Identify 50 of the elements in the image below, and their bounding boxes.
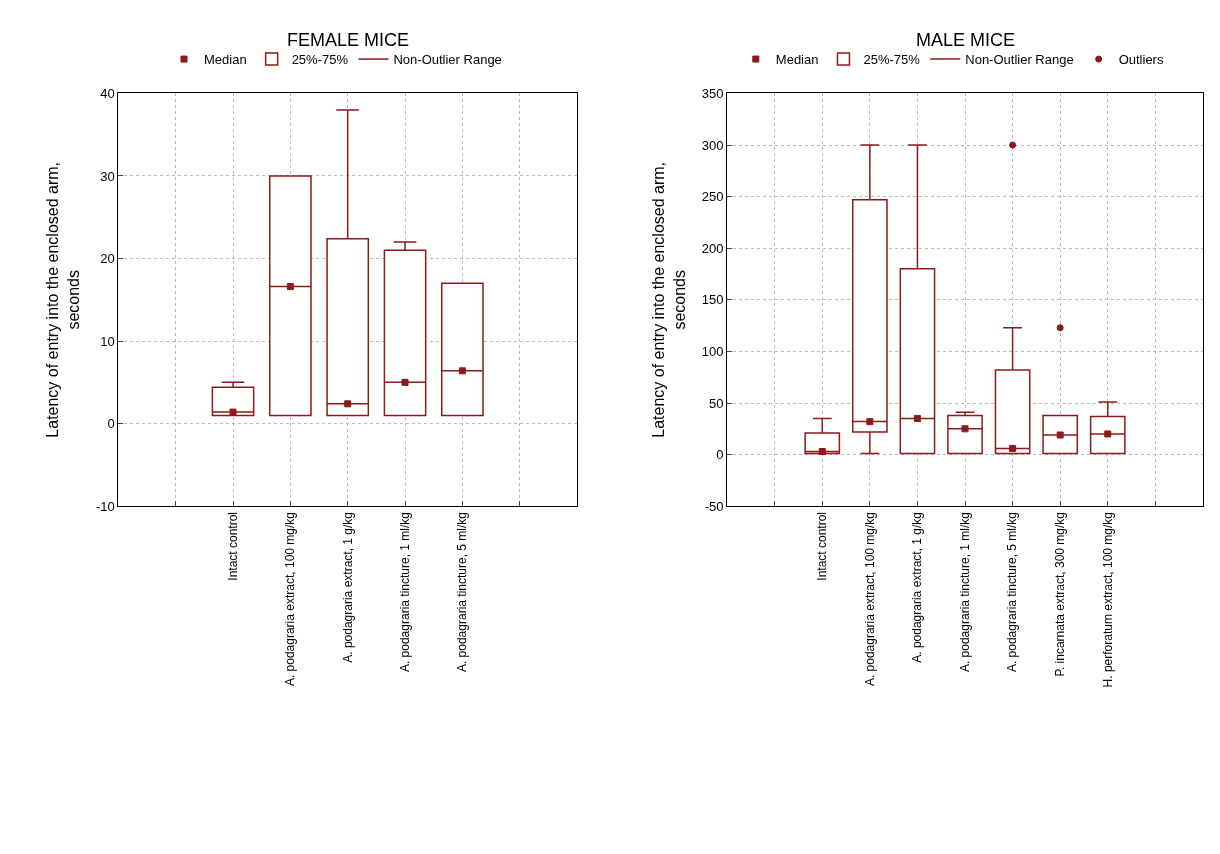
y-tick-label: 200: [701, 240, 724, 256]
point: [1009, 444, 1017, 452]
point: [866, 418, 874, 426]
legend-label: Median: [775, 52, 819, 68]
point: [286, 283, 294, 291]
x-tick-label: A. podagraria tincture, 1 ml/kg: [957, 512, 972, 673]
legend-label: Non-Outlier Range: [965, 52, 1074, 68]
x-tick-label: A. podagraria extract, 100 mg/kg: [283, 512, 298, 687]
y-tick-label: 10: [100, 333, 115, 349]
y-tick-label: 300: [701, 137, 724, 153]
y-tick-label: 150: [701, 292, 724, 308]
y-tick-label: 100: [701, 343, 724, 359]
point: [913, 414, 921, 422]
y-tick-label: 20: [100, 251, 115, 267]
y-tick-label: 40: [100, 85, 115, 101]
point: [961, 425, 969, 433]
point: [344, 400, 352, 408]
point: [401, 378, 409, 386]
point: [229, 408, 237, 416]
chart-title: MALE MICE: [916, 30, 1016, 50]
y-axis-title: Latency of entry into the enclosed arm, seconds: [44, 161, 82, 438]
legend-label: Outliers: [1118, 52, 1164, 68]
y-tick-label: 0: [716, 447, 724, 463]
x-tick-label: P. incarnata extract, 300 mg/kg: [1053, 512, 1068, 677]
chart-title: FEMALE MICE: [287, 30, 410, 50]
legend-label: Median: [204, 52, 247, 68]
point: [1104, 430, 1112, 438]
point: [818, 448, 826, 456]
legend-label: 25%-75%: [291, 52, 349, 68]
x-tick-label: A. podagraria tincture, 5 ml/kg: [1005, 512, 1020, 673]
legend-label: 25%-75%: [863, 52, 921, 68]
y-tick-label: 250: [701, 189, 724, 205]
x-tick-label: A. podagraria tincture, 5 ml/kg: [455, 512, 470, 673]
x-tick-label: A. podagraria extract, 100 mg/kg: [862, 512, 877, 687]
x-tick-label: A. podagraria tincture, 1 ml/kg: [397, 512, 412, 673]
x-tick-label: H. perforatum extract, 100 mg/kg: [1100, 512, 1115, 688]
y-tick-label: -10: [95, 498, 115, 514]
x-tick-label: Intact control: [225, 512, 240, 581]
y-tick-label: -50: [704, 498, 724, 514]
y-tick-label: 30: [100, 168, 115, 184]
y-tick-label: 350: [701, 85, 724, 101]
x-tick-label: A. podagraria extract, 1 g/kg: [340, 512, 355, 663]
y-tick-label: 0: [107, 416, 115, 432]
legend-label: Non-Outlier Range: [393, 52, 502, 68]
x-tick-label: A. podagraria extract, 1 g/kg: [910, 512, 925, 663]
y-axis-title: Latency of entry into the enclosed arm, seconds: [649, 161, 688, 438]
x-tick-label: Intact control: [815, 512, 830, 581]
y-tick-label: 50: [709, 395, 724, 411]
point: [1056, 431, 1064, 439]
point: [458, 367, 466, 375]
